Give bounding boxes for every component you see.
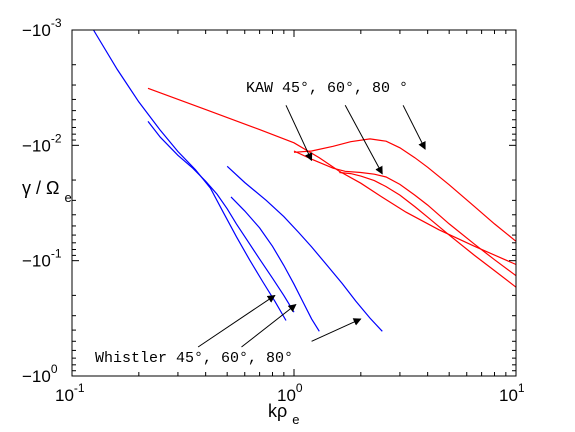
whistler-curve-6 — [230, 196, 320, 332]
annotation-arrow-1-1 — [241, 304, 297, 348]
y-tick-label: −10-3 — [22, 16, 62, 40]
whistler-curve-4 — [92, 29, 287, 321]
whistler-annotation-label: Whistler 45°, 60°, 80° — [95, 350, 293, 367]
annotation-arrow-0-0 — [285, 105, 313, 162]
y-axis-label: γ / Ω e — [22, 178, 72, 205]
kaw-curve-2 — [293, 150, 517, 277]
kaw-curve-3 — [339, 171, 517, 288]
y-tick-label: −10-1 — [22, 247, 62, 271]
annotation-arrow-0-2 — [402, 105, 426, 150]
kaw-annotation-label: KAW 45°, 60°, 80 ° — [246, 80, 408, 97]
annotation-layer — [197, 105, 426, 348]
x-axis-label-subscript: e — [292, 412, 299, 427]
x-axis-label-main: kρ — [268, 401, 287, 421]
x-tick-label: 101 — [499, 381, 525, 405]
x-axis-label: kρ e — [268, 401, 300, 427]
kaw-curve-0 — [147, 87, 517, 266]
series-layer — [92, 29, 517, 332]
annotation-arrow-1-0 — [197, 294, 276, 348]
whistler-curve-7 — [226, 165, 383, 332]
annotation-arrow-1-2 — [311, 318, 362, 342]
y-axis-label-subscript: e — [64, 190, 71, 205]
tick-layer: 10-1 100 101 −10-3 −10-2 −10-1 −100 — [22, 16, 525, 405]
y-axis-label-main: γ / Ω — [22, 178, 59, 198]
kaw-curve-1 — [293, 138, 517, 242]
x-tick-label: 100 — [277, 381, 303, 405]
y-tick-label: −100 — [22, 362, 58, 386]
whistler-curve-5 — [147, 121, 295, 313]
x-tick-label: 10-1 — [55, 381, 85, 405]
annotation-arrow-0-1 — [344, 105, 383, 175]
y-tick-label: −10-2 — [22, 131, 62, 155]
